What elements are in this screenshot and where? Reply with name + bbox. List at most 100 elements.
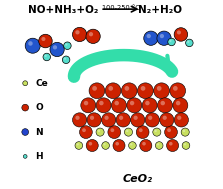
Circle shape [110,128,114,132]
Circle shape [127,98,142,113]
Circle shape [89,32,93,36]
Circle shape [80,126,92,139]
Circle shape [181,128,189,136]
Circle shape [174,113,188,127]
Circle shape [25,38,40,53]
Circle shape [50,42,64,57]
Circle shape [23,155,27,158]
Circle shape [161,101,165,105]
Circle shape [92,86,97,91]
Circle shape [124,86,129,91]
Circle shape [103,143,106,146]
Circle shape [173,86,178,91]
Circle shape [116,113,130,127]
Text: NO+NH₃+O₂: NO+NH₃+O₂ [27,5,98,15]
Text: H: H [35,152,43,161]
Circle shape [147,34,151,38]
Circle shape [75,116,80,120]
Circle shape [177,30,181,34]
Circle shape [136,126,149,139]
Circle shape [39,34,52,48]
Circle shape [96,128,104,136]
Circle shape [183,130,185,132]
Circle shape [169,40,171,42]
Circle shape [64,42,71,50]
Circle shape [124,128,132,136]
Circle shape [45,55,47,57]
Circle shape [170,83,186,99]
Circle shape [119,116,123,120]
Circle shape [134,116,138,120]
Circle shape [82,128,86,132]
Circle shape [140,139,152,152]
Circle shape [187,41,189,43]
Text: O: O [35,103,43,112]
Circle shape [102,142,109,149]
Circle shape [138,83,153,99]
Circle shape [160,34,164,38]
Circle shape [87,113,101,127]
Circle shape [173,98,188,113]
Circle shape [184,143,186,146]
Circle shape [108,126,121,139]
Circle shape [177,116,181,120]
Circle shape [62,56,70,64]
Circle shape [169,142,173,146]
Circle shape [157,98,172,113]
Circle shape [115,142,119,146]
Circle shape [89,83,105,99]
Circle shape [163,116,167,120]
Circle shape [129,142,136,149]
Circle shape [86,29,100,43]
Circle shape [104,116,109,120]
Circle shape [154,130,157,132]
Text: N: N [35,128,43,136]
Circle shape [145,113,159,127]
Circle shape [23,81,28,86]
Circle shape [148,116,152,120]
Circle shape [165,126,177,139]
Circle shape [113,139,125,152]
Circle shape [130,143,132,146]
Circle shape [157,31,171,45]
Circle shape [121,83,137,99]
Circle shape [81,98,96,113]
Circle shape [160,113,174,127]
Circle shape [28,41,33,46]
Circle shape [108,86,113,91]
Circle shape [43,53,51,61]
Circle shape [142,142,146,146]
Circle shape [155,142,163,149]
Circle shape [141,86,145,91]
Circle shape [130,101,134,105]
Circle shape [114,101,119,105]
Circle shape [176,101,180,105]
Circle shape [131,113,145,127]
Circle shape [157,143,159,146]
Circle shape [145,101,150,105]
Circle shape [75,30,80,34]
Circle shape [168,38,175,46]
Circle shape [96,98,111,113]
Circle shape [22,104,29,111]
Circle shape [186,39,193,47]
Circle shape [126,130,128,132]
Circle shape [64,57,66,60]
Circle shape [182,142,190,149]
Circle shape [84,101,88,105]
Circle shape [157,86,161,91]
Circle shape [153,128,161,136]
Circle shape [72,27,87,42]
Circle shape [105,83,121,99]
Circle shape [102,113,116,127]
Circle shape [53,45,57,50]
Circle shape [167,128,171,132]
Text: N₂+H₂O: N₂+H₂O [138,5,182,15]
Circle shape [154,83,169,99]
Text: Ce: Ce [35,79,48,88]
Text: CeO₂: CeO₂ [123,174,153,184]
Circle shape [142,98,157,113]
Circle shape [89,142,92,146]
Circle shape [98,130,100,132]
Circle shape [144,31,158,45]
